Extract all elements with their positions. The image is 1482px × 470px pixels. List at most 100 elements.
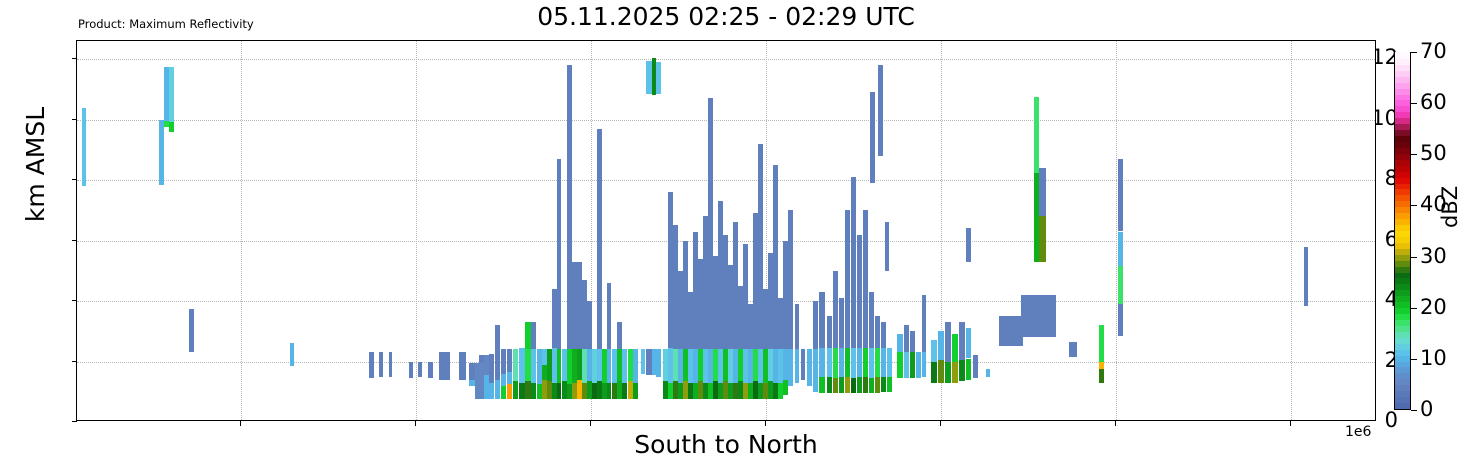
reflectivity-segment — [484, 375, 489, 400]
reflectivity-segment — [733, 382, 738, 400]
colorbar-band — [1395, 153, 1410, 160]
colorbar-band — [1395, 354, 1410, 362]
reflectivity-segment — [973, 355, 978, 379]
reflectivity-segment — [758, 143, 763, 350]
reflectivity-segment — [743, 243, 748, 350]
reflectivity-segment — [587, 301, 592, 350]
reflectivity-segment — [931, 340, 937, 362]
reflectivity-segment — [723, 349, 728, 382]
reflectivity-segment — [82, 107, 86, 187]
product-annotation: Product: Maximum Reflectivity — [78, 17, 254, 31]
reflectivity-segment — [833, 347, 838, 379]
reflectivity-segment — [513, 349, 518, 382]
reflectivity-segment — [572, 349, 577, 383]
reflectivity-segment — [469, 379, 475, 386]
reflectivity-segment — [922, 352, 926, 377]
reflectivity-segment — [910, 352, 915, 379]
reflectivity-column — [778, 41, 783, 420]
reflectivity-segment — [952, 334, 958, 362]
reflectivity-segment — [557, 158, 561, 350]
reflectivity-segment — [656, 62, 661, 94]
reflectivity-column — [628, 41, 633, 420]
reflectivity-segment — [652, 349, 656, 376]
reflectivity-segment — [519, 382, 525, 400]
reflectivity-segment — [592, 382, 597, 400]
reflectivity-segment — [418, 361, 422, 377]
colorbar-tick-mark — [1411, 205, 1417, 207]
reflectivity-segment — [501, 349, 506, 374]
reflectivity-segment — [748, 349, 753, 383]
colorbar-band — [1395, 283, 1410, 291]
reflectivity-column — [607, 41, 611, 420]
reflectivity-column — [857, 41, 862, 420]
reflectivity-segment — [525, 322, 531, 350]
reflectivity-segment — [562, 349, 567, 382]
reflectivity-segment — [159, 119, 164, 185]
colorbar-band — [1395, 188, 1410, 196]
reflectivity-segment — [887, 376, 892, 392]
reflectivity-segment — [1099, 361, 1104, 370]
reflectivity-segment — [753, 213, 758, 350]
reflectivity-segment — [863, 376, 868, 394]
reflectivity-segment — [881, 347, 886, 377]
reflectivity-segment — [557, 382, 561, 400]
reflectivity-segment — [693, 231, 698, 350]
reflectivity-column — [577, 41, 582, 420]
reflectivity-column — [863, 41, 868, 420]
reflectivity-segment — [851, 177, 856, 348]
reflectivity-column — [966, 41, 971, 420]
chart-title: 05.11.2025 02:25 - 02:29 UTC — [537, 2, 915, 31]
colorbar-band — [1395, 52, 1410, 59]
reflectivity-segment — [495, 379, 500, 400]
gridline-horizontal — [77, 180, 1375, 182]
reflectivity-column — [869, 41, 874, 420]
reflectivity-column — [916, 41, 921, 420]
reflectivity-segment — [602, 349, 607, 383]
reflectivity-segment — [869, 347, 874, 379]
reflectivity-segment — [577, 379, 582, 400]
y-tick-mark — [72, 179, 77, 181]
reflectivity-segment — [633, 382, 638, 400]
reflectivity-segment — [788, 210, 793, 350]
colorbar-band — [1395, 372, 1410, 380]
colorbar-band — [1395, 129, 1410, 137]
reflectivity-column — [801, 41, 805, 420]
reflectivity-segment — [617, 381, 622, 400]
reflectivity-segment — [723, 234, 728, 350]
reflectivity-segment — [703, 349, 708, 383]
reflectivity-segment — [547, 381, 552, 400]
y-tick-mark — [72, 300, 77, 302]
gridline-horizontal — [77, 59, 1375, 61]
reflectivity-segment — [897, 352, 903, 379]
x-tick-mark — [240, 421, 241, 426]
reflectivity-column — [945, 41, 951, 420]
colorbar-band — [1395, 200, 1410, 208]
reflectivity-segment — [290, 343, 294, 367]
reflectivity-segment — [678, 349, 683, 383]
reflectivity-column — [910, 41, 915, 420]
reflectivity-column — [870, 41, 875, 420]
reflectivity-segment — [683, 240, 688, 350]
reflectivity-segment — [845, 347, 850, 377]
colorbar-band — [1395, 259, 1410, 267]
reflectivity-segment — [628, 381, 633, 400]
reflectivity-column — [557, 41, 561, 420]
x-tick-mark — [590, 421, 591, 426]
reflectivity-column — [938, 41, 944, 420]
reflectivity-column — [688, 41, 693, 420]
colorbar-band — [1395, 206, 1410, 214]
reflectivity-segment — [572, 261, 577, 350]
reflectivity-segment — [469, 363, 475, 380]
reflectivity-segment — [857, 234, 862, 348]
reflectivity-column — [525, 41, 531, 420]
colorbar-band — [1395, 301, 1410, 309]
reflectivity-segment — [542, 379, 547, 400]
y-tick-mark — [72, 58, 77, 60]
reflectivity-segment — [819, 291, 825, 348]
reflectivity-column — [164, 41, 169, 420]
reflectivity-segment — [552, 288, 557, 348]
reflectivity-segment — [1039, 168, 1046, 217]
reflectivity-segment — [887, 347, 892, 377]
reflectivity-segment — [582, 382, 587, 400]
reflectivity-column — [683, 41, 688, 420]
